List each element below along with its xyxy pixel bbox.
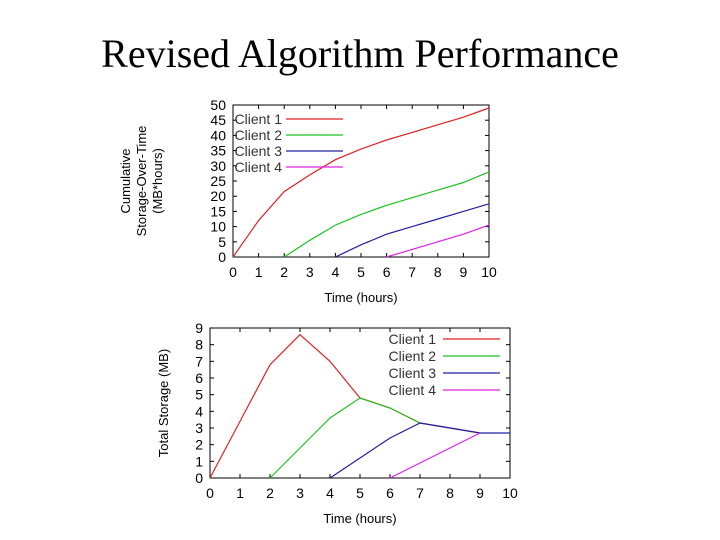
legend-label: Client 3 xyxy=(235,143,283,159)
x-axis-title: Time (hours) xyxy=(324,290,397,305)
x-tick-label: 7 xyxy=(408,264,416,280)
x-tick-label: 8 xyxy=(446,485,454,501)
y-tick-label: 50 xyxy=(210,97,226,113)
plot-frame xyxy=(209,327,511,479)
y-tick-label: 10 xyxy=(210,219,226,235)
y-tick-label: 20 xyxy=(210,188,226,204)
series-line-client-4 xyxy=(389,432,481,479)
series-line-client-3 xyxy=(329,422,510,479)
y-tick-label: 9 xyxy=(195,320,203,336)
y-axis-title: (MB*hours) xyxy=(150,148,165,214)
x-tick-label: 6 xyxy=(383,264,391,280)
x-tick-label: 1 xyxy=(236,485,244,501)
y-tick-label: 8 xyxy=(195,337,203,353)
y-tick-label: 5 xyxy=(195,387,203,403)
x-tick-label: 3 xyxy=(306,264,314,280)
series-line-client-2 xyxy=(269,397,421,479)
y-tick-label: 1 xyxy=(195,453,203,469)
x-tick-label: 4 xyxy=(332,264,340,280)
legend-label: Client 1 xyxy=(235,111,283,127)
series-line-client-2 xyxy=(283,171,490,258)
y-tick-label: 7 xyxy=(195,353,203,369)
legend-label: Client 2 xyxy=(389,348,437,364)
legend-label: Client 3 xyxy=(389,365,437,381)
legend-label: Client 4 xyxy=(235,159,283,175)
y-tick-label: 15 xyxy=(210,203,226,219)
x-tick-label: 0 xyxy=(229,264,237,280)
x-tick-label: 10 xyxy=(502,485,518,501)
x-tick-label: 1 xyxy=(255,264,263,280)
x-tick-label: 5 xyxy=(357,264,365,280)
y-axis-title: Cumulative xyxy=(118,148,133,213)
x-axis-title: Time (hours) xyxy=(323,511,396,526)
y-tick-label: 40 xyxy=(210,127,226,143)
y-tick-label: 3 xyxy=(195,420,203,436)
y-tick-label: 5 xyxy=(218,234,226,250)
series-line-client-1 xyxy=(232,107,490,258)
y-tick-label: 4 xyxy=(195,403,203,419)
y-axis-title: Storage-Over-Time xyxy=(134,126,149,237)
x-tick-label: 2 xyxy=(266,485,274,501)
y-tick-label: 0 xyxy=(218,249,226,265)
y-tick-label: 2 xyxy=(195,437,203,453)
x-tick-label: 9 xyxy=(460,264,468,280)
x-tick-label: 6 xyxy=(386,485,394,501)
x-tick-label: 3 xyxy=(296,485,304,501)
slide-title: Revised Algorithm Performance xyxy=(101,31,619,76)
x-tick-label: 2 xyxy=(280,264,288,280)
series-line-client-4 xyxy=(386,224,490,258)
y-tick-label: 45 xyxy=(210,112,226,128)
y-axis-title: Total Storage (MB) xyxy=(156,349,171,457)
legend-label: Client 2 xyxy=(235,127,283,143)
x-tick-label: 9 xyxy=(476,485,484,501)
x-tick-label: 8 xyxy=(434,264,442,280)
y-tick-label: 6 xyxy=(195,370,203,386)
x-tick-label: 4 xyxy=(326,485,334,501)
y-tick-label: 35 xyxy=(210,143,226,159)
x-tick-label: 5 xyxy=(356,485,364,501)
series-line-client-1 xyxy=(209,333,481,479)
series-line-client-3 xyxy=(335,203,490,258)
y-tick-label: 25 xyxy=(210,173,226,189)
y-tick-label: 30 xyxy=(210,158,226,174)
legend-label: Client 4 xyxy=(389,382,437,398)
x-tick-label: 0 xyxy=(206,485,214,501)
y-tick-label: 0 xyxy=(195,470,203,486)
x-tick-label: 10 xyxy=(481,264,497,280)
legend-label: Client 1 xyxy=(389,331,437,347)
x-tick-label: 7 xyxy=(416,485,424,501)
